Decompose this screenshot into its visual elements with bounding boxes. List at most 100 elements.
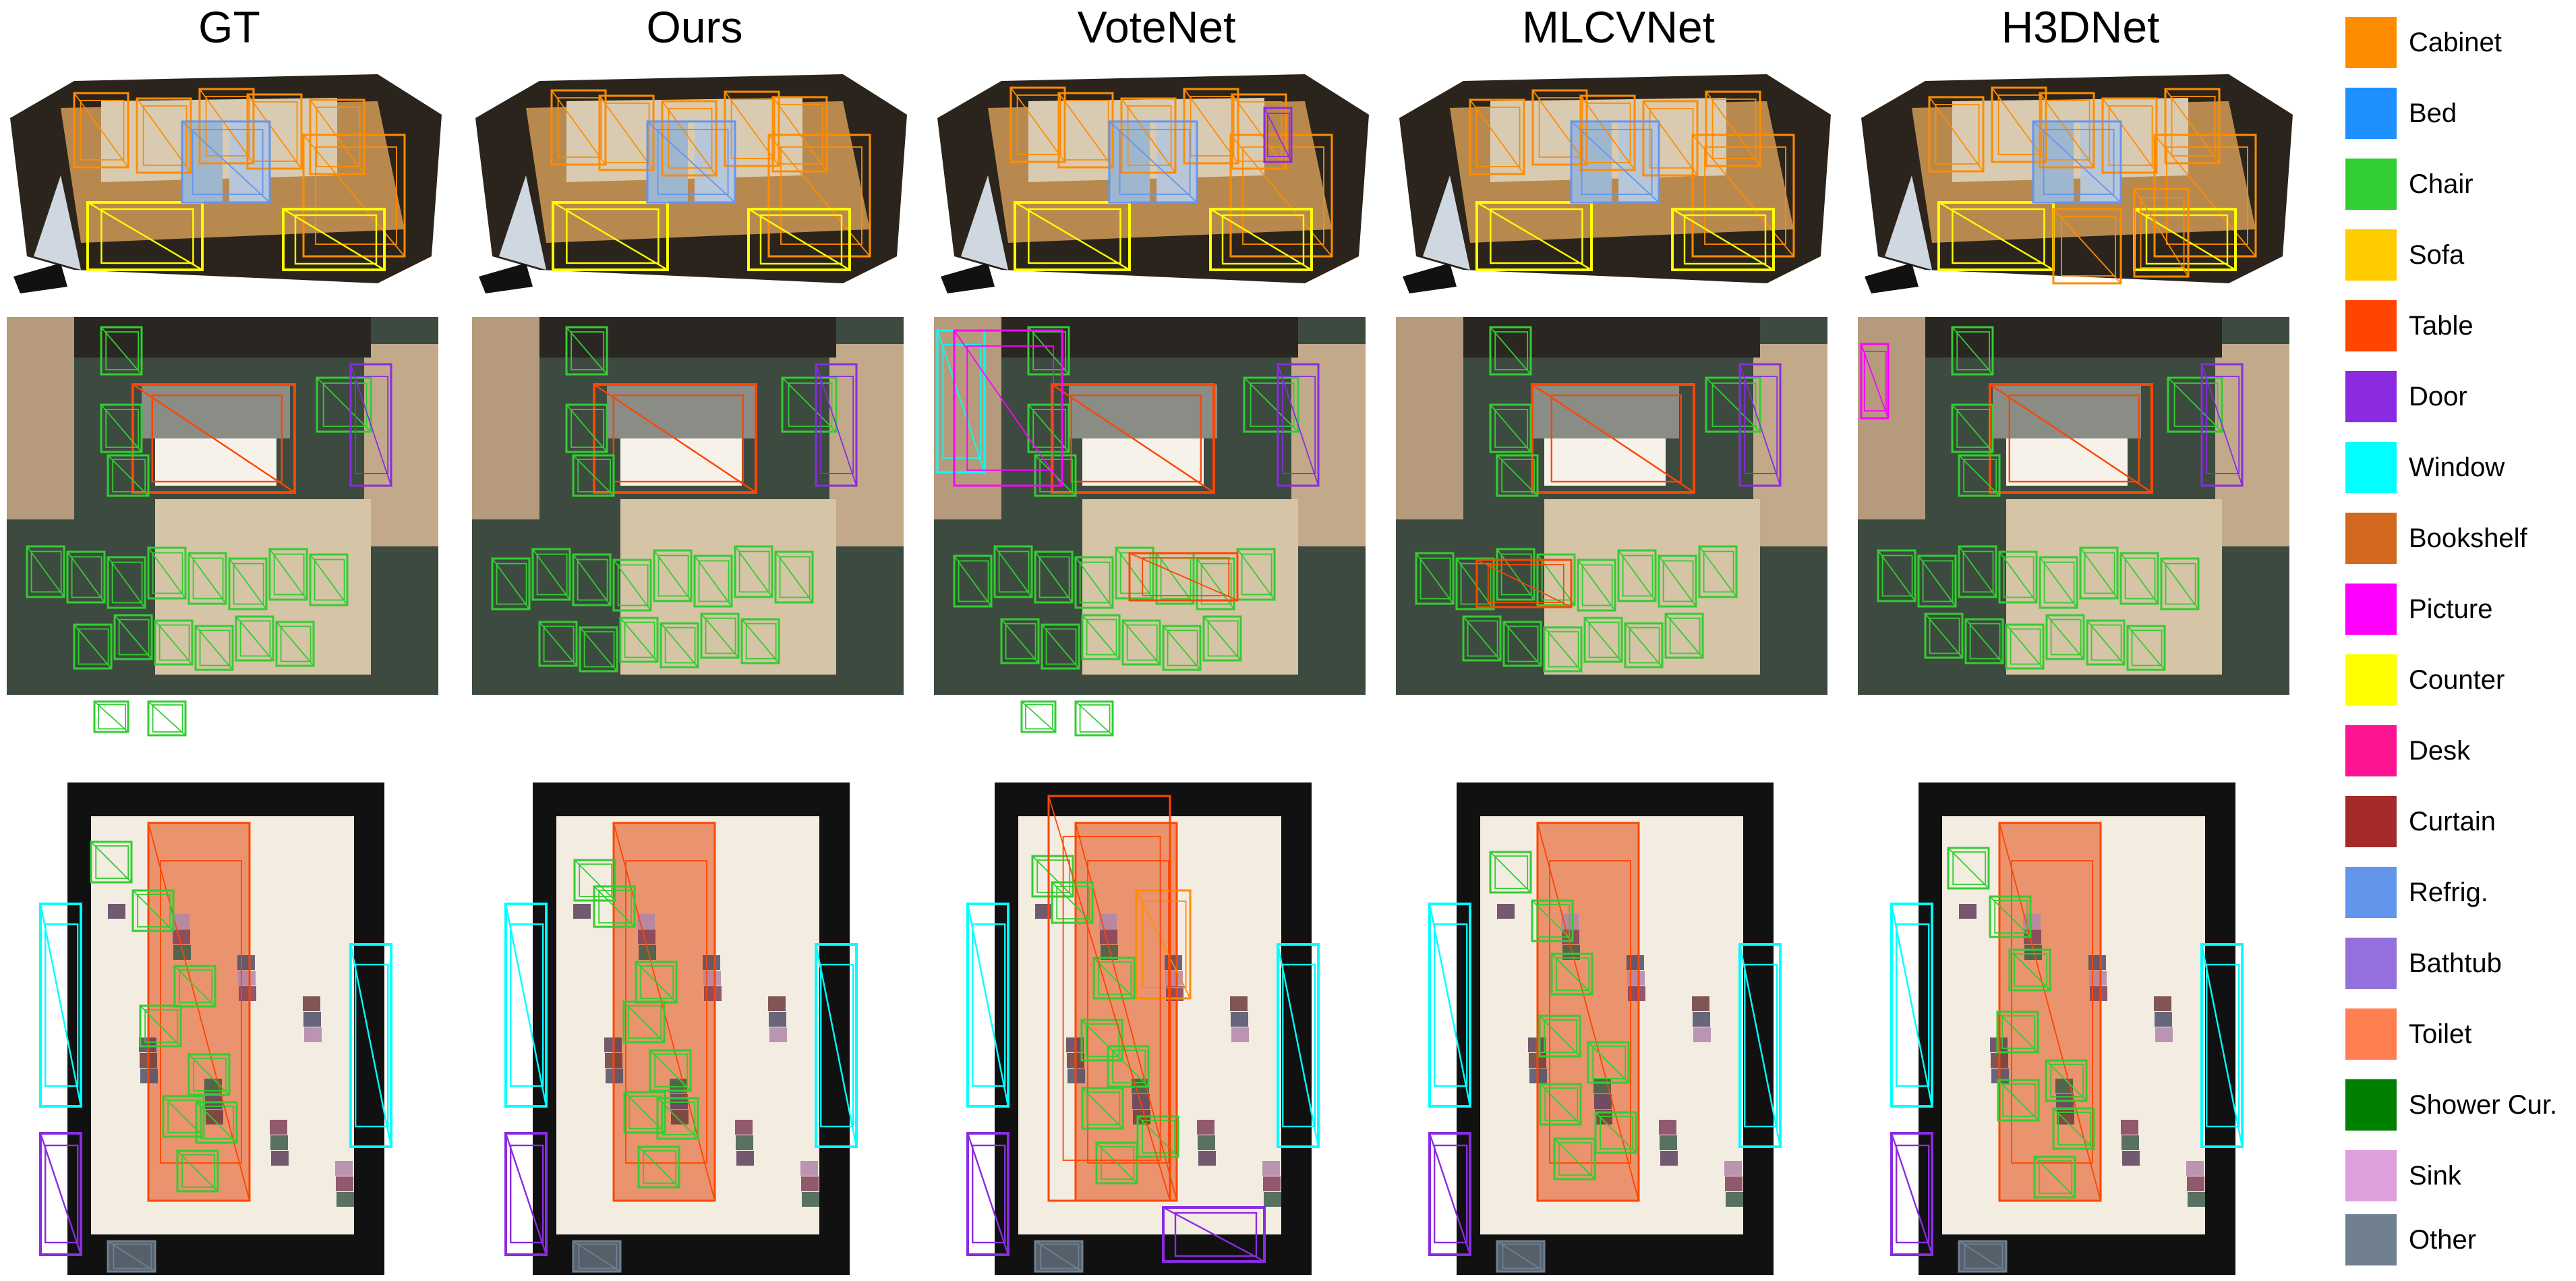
chair-box bbox=[734, 545, 773, 598]
chair-box bbox=[1538, 1015, 1581, 1058]
legend-swatch bbox=[2345, 513, 2397, 564]
window-box bbox=[2200, 943, 2244, 1148]
window-box bbox=[966, 903, 1009, 1108]
scene-classroom-gt bbox=[0, 304, 459, 762]
chair-box bbox=[1617, 549, 1657, 602]
chair-box bbox=[1998, 550, 2038, 604]
chair-box bbox=[1705, 376, 1761, 433]
legend-item-refrig: Refrig. bbox=[2345, 867, 2576, 918]
legend-swatch bbox=[2345, 796, 2397, 847]
door-box bbox=[2200, 363, 2244, 487]
legend-item-bookshelf: Bookshelf bbox=[2345, 513, 2576, 564]
legend-label: Picture bbox=[2409, 594, 2493, 624]
chair-box bbox=[2045, 614, 2085, 660]
legend-item-toilet: Toilet bbox=[2345, 1008, 2576, 1060]
door-box bbox=[1263, 107, 1293, 163]
door-box bbox=[1277, 363, 1320, 487]
scene-kitchen-votenet bbox=[927, 54, 1386, 297]
legend-item-cabinet: Cabinet bbox=[2345, 17, 2576, 68]
chair-box bbox=[1489, 326, 1532, 376]
legend-label: Door bbox=[2409, 382, 2467, 411]
chair-box bbox=[1951, 326, 1994, 376]
chair-box bbox=[73, 623, 113, 670]
legend-swatch bbox=[2345, 1079, 2397, 1131]
chair-box bbox=[275, 621, 315, 667]
counter-box bbox=[1209, 208, 1313, 271]
other-box bbox=[1034, 1240, 1084, 1273]
chair-box bbox=[1531, 899, 1574, 942]
window-box bbox=[504, 903, 548, 1108]
chair-box bbox=[131, 889, 175, 932]
cabinet-box bbox=[1705, 90, 1761, 167]
chair-box bbox=[572, 553, 612, 606]
scene-classroom-votenet bbox=[927, 304, 1386, 762]
table-box bbox=[1536, 822, 1640, 1202]
refrigerator-box bbox=[181, 120, 271, 204]
column-title-gt: GT bbox=[198, 2, 260, 52]
chair-box bbox=[531, 548, 571, 601]
chair-box bbox=[656, 1097, 699, 1140]
legend-swatch bbox=[2345, 725, 2397, 776]
chair-box bbox=[187, 552, 227, 605]
legend-swatch bbox=[2345, 867, 2397, 918]
chair-box bbox=[1202, 615, 1242, 662]
legend-swatch bbox=[2345, 300, 2397, 351]
legend-item-other: Other bbox=[2345, 1214, 2576, 1265]
chair-box bbox=[100, 403, 143, 453]
chair-box bbox=[693, 554, 733, 608]
chair-box bbox=[538, 621, 578, 667]
legend-swatch bbox=[2345, 17, 2397, 68]
chair-box bbox=[1958, 454, 2001, 497]
chair-box bbox=[1243, 376, 1299, 433]
window-box bbox=[1277, 943, 1320, 1148]
chair-box bbox=[1583, 617, 1623, 663]
chair-box bbox=[1539, 1083, 1582, 1126]
cabinet-box bbox=[1135, 889, 1192, 1000]
chair-box bbox=[1074, 556, 1114, 609]
chair-box bbox=[1462, 615, 1502, 662]
legend-item-table: Table bbox=[2345, 300, 2576, 351]
chair-box bbox=[2008, 948, 2051, 992]
scene-kitchen-gt bbox=[0, 54, 459, 297]
legend-swatch bbox=[2345, 938, 2397, 989]
legend-label: Sink bbox=[2409, 1161, 2461, 1191]
other-box bbox=[1496, 1240, 1546, 1273]
scene-bathroom-votenet bbox=[927, 769, 1386, 1275]
chair-box bbox=[316, 376, 372, 433]
scene-bathroom-gt bbox=[0, 769, 459, 1275]
chair-box bbox=[309, 553, 349, 606]
other-box bbox=[1958, 1240, 2008, 1273]
door-box bbox=[1428, 1132, 1471, 1256]
chair-box bbox=[1553, 1137, 1596, 1180]
scene-kitchen-h3dnet bbox=[1851, 54, 2310, 297]
chair-box bbox=[1577, 559, 1616, 612]
chair-box bbox=[100, 326, 143, 376]
chair-box bbox=[740, 618, 780, 664]
chair-box bbox=[1489, 851, 1532, 894]
cabinet-box bbox=[598, 94, 655, 171]
cabinet-box bbox=[1469, 98, 1525, 175]
chair-box bbox=[1543, 626, 1583, 673]
door-box bbox=[1890, 1132, 1933, 1256]
chair-box bbox=[1964, 618, 2004, 664]
chair-box bbox=[612, 559, 652, 612]
chair-box bbox=[1496, 548, 1535, 601]
scene-classroom-ours bbox=[465, 304, 924, 762]
legend-item-shower-cur: Shower Cur. bbox=[2345, 1079, 2576, 1131]
chair-box bbox=[2033, 1156, 2076, 1199]
chair-box bbox=[1196, 557, 1235, 610]
refrigerator-box bbox=[1108, 120, 1198, 204]
column-title-mlcvnet: MLCVNet bbox=[1521, 2, 1716, 52]
refrigerator-box bbox=[1570, 120, 1660, 204]
chair-box bbox=[1989, 895, 2032, 938]
legend-item-bathtub: Bathtub bbox=[2345, 938, 2576, 989]
chair-box bbox=[579, 626, 618, 673]
chair-box bbox=[1550, 952, 1593, 996]
scene-kitchen-ours bbox=[465, 54, 924, 297]
chair-box bbox=[1051, 881, 1094, 924]
legend-label: Other bbox=[2409, 1225, 2477, 1255]
legend-label: Bathtub bbox=[2409, 948, 2502, 978]
legend-swatch bbox=[2345, 88, 2397, 139]
legend-item-curtain: Curtain bbox=[2345, 796, 2576, 847]
refrigerator-box bbox=[646, 120, 736, 204]
